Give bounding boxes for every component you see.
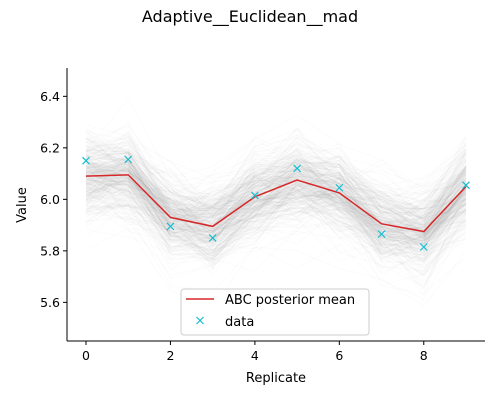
data-point (293, 164, 302, 173)
legend-data-label: data (225, 315, 254, 330)
x-tick-label: 8 (420, 348, 428, 363)
y-tick-label: 6.0 (40, 192, 60, 207)
data-point (462, 181, 470, 190)
data-point (419, 243, 428, 251)
posterior-sample-lines (86, 99, 466, 308)
legend-mean-label: ABC posterior mean (225, 293, 355, 308)
x-ticks: 0 2 4 6 8 (82, 341, 428, 363)
x-axis-label: Replicate (246, 371, 306, 386)
x-tick-label: 6 (335, 348, 343, 363)
legend-data-marker (196, 316, 204, 325)
y-tick-label: 6.2 (40, 140, 60, 155)
y-tick-label: 6.4 (40, 89, 60, 104)
y-tick-label: 5.6 (40, 295, 60, 310)
data-point (250, 191, 259, 200)
x-tick-label: 0 (82, 348, 90, 363)
data-point (124, 155, 133, 164)
posterior-mean-line (85, 174, 467, 233)
data-point (208, 234, 217, 242)
data-point (82, 156, 90, 165)
x-tick-label: 2 (166, 348, 174, 363)
y-tick-label: 5.8 (40, 243, 60, 258)
axes (66, 68, 485, 342)
chart-title: Adaptive__Euclidean__mad (142, 7, 358, 27)
y-ticks: 5.6 5.8 6.0 6.2 6.4 (40, 89, 67, 310)
legend: ABC posterior mean data (180, 288, 370, 336)
y-axis-label: Value (15, 187, 30, 223)
data-point (335, 183, 344, 192)
data-point (166, 222, 175, 231)
legend-box (180, 288, 370, 336)
series-layer (82, 155, 470, 251)
x-tick-label: 4 (251, 348, 259, 363)
data-point (377, 230, 386, 239)
